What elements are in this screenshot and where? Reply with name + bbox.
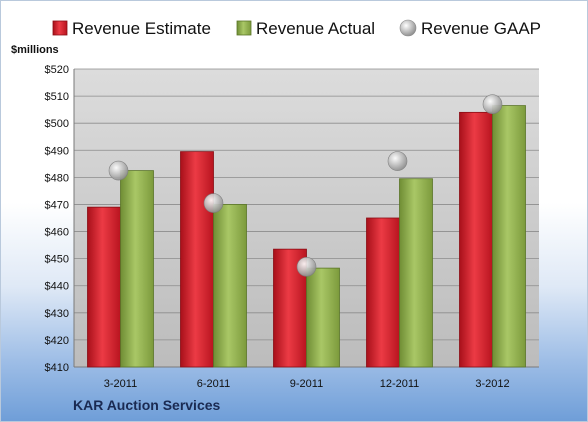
company-name: KAR Auction Services	[73, 397, 221, 413]
y-tick-label: $450	[45, 254, 69, 266]
bar-actual	[399, 178, 433, 368]
bar-actual	[120, 170, 154, 368]
bar-actual	[213, 204, 247, 368]
y-tick-label: $480	[45, 172, 69, 184]
y-tick-label: $420	[45, 335, 69, 347]
x-tick-label: 9-2011	[290, 378, 323, 390]
bar-estimate	[180, 151, 214, 368]
x-tick-label: 3-2012	[475, 378, 509, 390]
bar-actual	[492, 105, 526, 368]
bar-estimate	[459, 111, 493, 368]
gaap-marker	[108, 160, 129, 181]
bars	[87, 105, 526, 368]
legend-label-estimate: Revenue Estimate	[72, 19, 211, 38]
y-tick-label: $500	[45, 118, 69, 130]
y-tick-label: $520	[45, 64, 69, 76]
bar-estimate	[87, 206, 121, 368]
legend-label-actual: Revenue Actual	[256, 19, 375, 38]
x-axis-ticks: 3-2011 6-2011 9-2011 12-2011 3-2012	[104, 378, 510, 390]
gaap-marker	[387, 151, 408, 171]
y-tick-label: $470	[45, 199, 69, 211]
legend-swatch-estimate	[52, 20, 68, 36]
y-tick-label: $510	[45, 91, 69, 103]
bar-actual	[306, 267, 340, 368]
legend: Revenue Estimate Revenue Actual Revenue …	[52, 19, 541, 38]
y-tick-label: $430	[45, 308, 69, 320]
y-tick-label: $440	[45, 281, 69, 293]
y-axis-label: $millions	[11, 44, 59, 56]
gaap-marker	[296, 256, 317, 277]
x-tick-label: 12-2011	[380, 378, 420, 390]
gaap-markers	[108, 94, 503, 277]
legend-swatch-actual	[236, 20, 252, 36]
bar-estimate	[366, 217, 400, 368]
y-tick-label: $490	[45, 145, 69, 157]
y-axis-ticks: $410 $420 $430 $440 $450 $460 $470 $480 $490 $500…	[45, 64, 69, 374]
x-tick-label: 3-2011	[104, 378, 137, 390]
legend-swatch-gaap	[399, 19, 417, 37]
y-tick-label: $460	[45, 227, 69, 239]
gaap-marker	[203, 193, 224, 213]
x-tick-label: 6-2011	[197, 378, 230, 390]
y-tick-label: $410	[45, 362, 69, 374]
legend-label-gaap: Revenue GAAP	[421, 19, 541, 38]
gaap-marker	[482, 94, 503, 115]
